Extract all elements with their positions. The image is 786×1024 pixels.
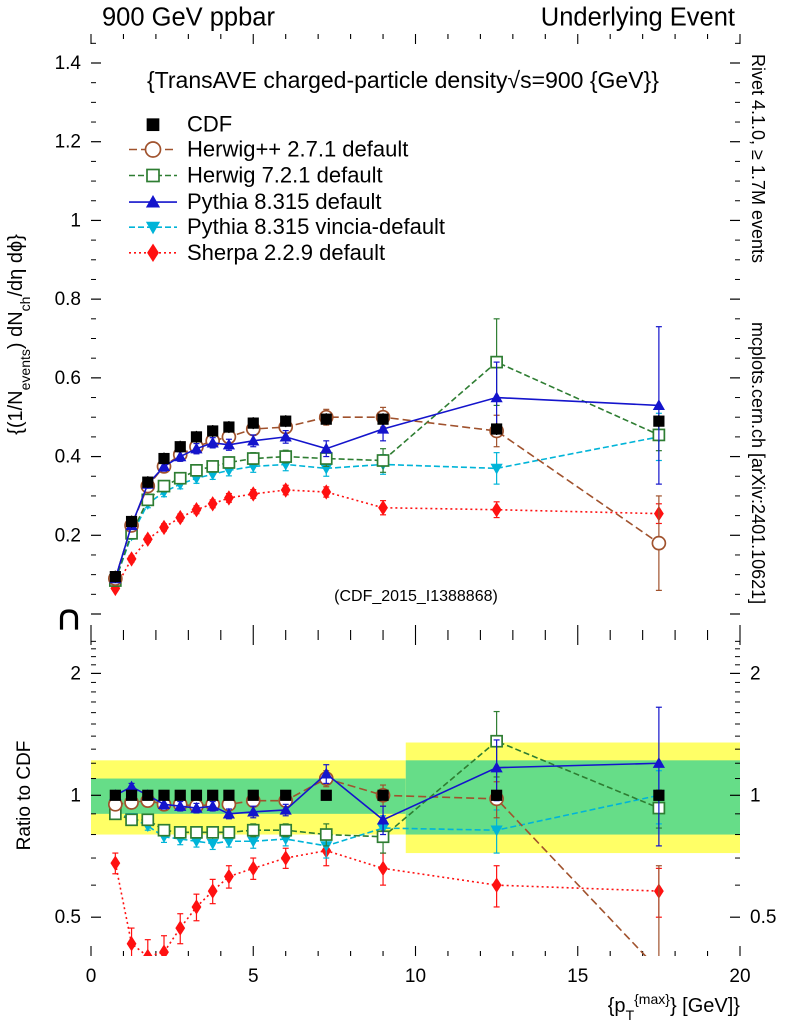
svg-text:1: 1 — [750, 785, 761, 806]
svg-text:Sherpa 2.2.9 default: Sherpa 2.2.9 default — [187, 240, 385, 265]
svg-text:CDF: CDF — [187, 112, 232, 137]
svg-text:0: 0 — [86, 966, 97, 987]
svg-text:0.4: 0.4 — [55, 447, 82, 468]
svg-text:0.5: 0.5 — [55, 907, 81, 928]
svg-text:Rivet 4.1.0, ≥ 1.7M events: Rivet 4.1.0, ≥ 1.7M events — [748, 54, 768, 263]
svg-text:1.2: 1.2 — [55, 132, 81, 153]
svg-text:Pythia 8.315 default: Pythia 8.315 default — [187, 189, 381, 214]
svg-text:0.2: 0.2 — [55, 525, 81, 546]
svg-text:5: 5 — [248, 966, 259, 987]
svg-text:15: 15 — [567, 966, 588, 987]
svg-text:0.8: 0.8 — [55, 289, 81, 310]
svg-text:0.6: 0.6 — [55, 368, 81, 389]
svg-text:Herwig 7.2.1 default: Herwig 7.2.1 default — [187, 163, 383, 188]
svg-text:1.4: 1.4 — [55, 53, 82, 74]
svg-text:Ratio to CDF: Ratio to CDF — [14, 741, 35, 851]
svg-text:(CDF_2015_I1388868): (CDF_2015_I1388868) — [334, 588, 498, 605]
svg-text:10: 10 — [405, 966, 426, 987]
svg-text:900 GeV ppbar: 900 GeV ppbar — [102, 4, 275, 32]
svg-text:{TransAVE charged-particle den: {TransAVE charged-particle density√s=900… — [147, 67, 659, 93]
svg-text:1: 1 — [70, 210, 81, 231]
svg-text:Underlying Event: Underlying Event — [541, 4, 735, 32]
svg-text:2: 2 — [70, 663, 81, 684]
svg-text:0.5: 0.5 — [750, 907, 776, 928]
svg-text:Herwig++ 2.7.1 default: Herwig++ 2.7.1 default — [187, 137, 408, 162]
svg-text:mcplots.cern.ch [arXiv:2401.10: mcplots.cern.ch [arXiv:2401.10621] — [748, 322, 768, 604]
svg-text:Pythia 8.315 vincia-default: Pythia 8.315 vincia-default — [187, 214, 445, 239]
svg-text:20: 20 — [729, 966, 750, 987]
svg-text:1: 1 — [70, 785, 81, 806]
svg-text:2: 2 — [750, 663, 761, 684]
